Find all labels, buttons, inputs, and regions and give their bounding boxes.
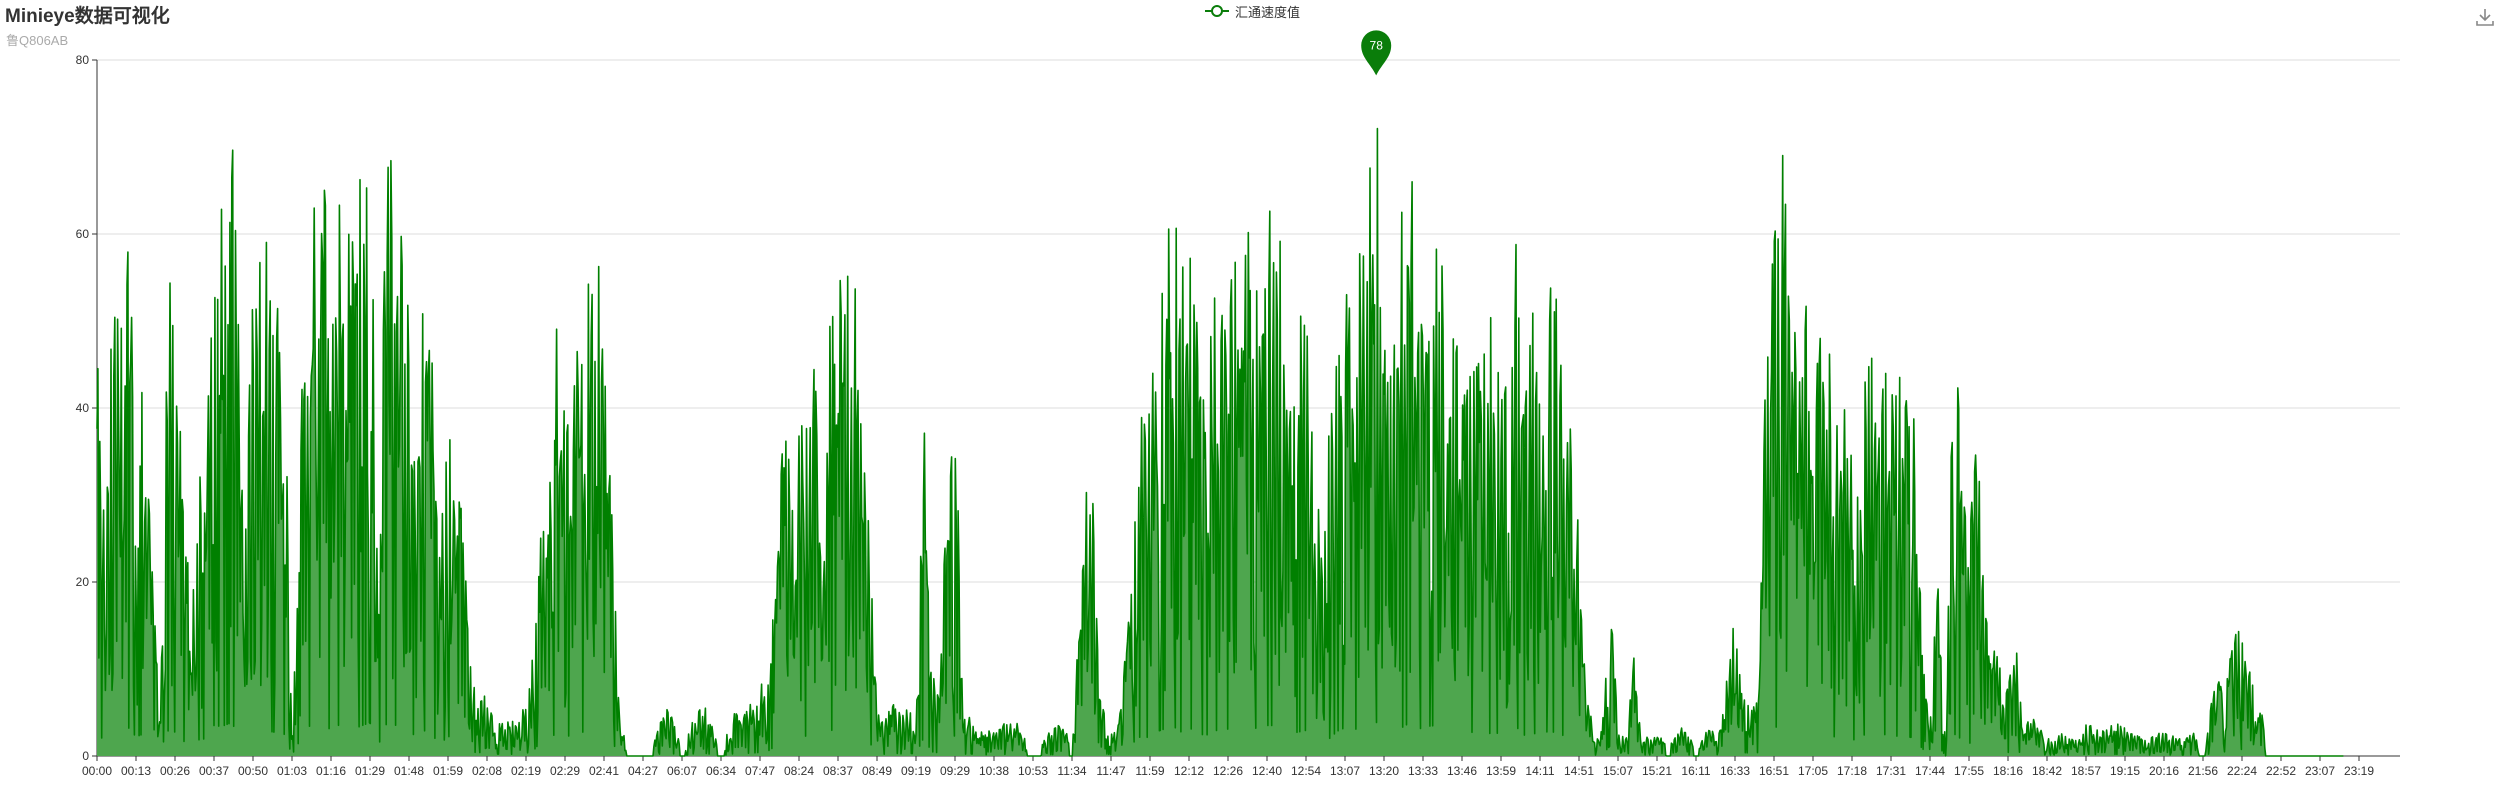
x-tick-label: 04:27 bbox=[628, 764, 658, 778]
x-tick-label: 16:11 bbox=[1681, 764, 1710, 778]
x-tick-label: 17:44 bbox=[1915, 764, 1945, 778]
max-marker-pin bbox=[1361, 30, 1392, 76]
x-tick-label: 13:46 bbox=[1447, 764, 1477, 778]
x-tick-label: 14:11 bbox=[1525, 764, 1554, 778]
x-tick-label: 02:29 bbox=[550, 764, 580, 778]
x-tick-label: 02:08 bbox=[472, 764, 502, 778]
x-tick-label: 21:56 bbox=[2188, 764, 2218, 778]
x-tick-label: 13:33 bbox=[1408, 764, 1438, 778]
legend-item-speed[interactable]: 汇通速度值 bbox=[1205, 2, 1300, 20]
x-tick-label: 23:07 bbox=[2305, 764, 2335, 778]
x-tick-label: 13:59 bbox=[1486, 764, 1516, 778]
x-tick-label: 00:37 bbox=[199, 764, 229, 778]
x-tick-label: 13:07 bbox=[1330, 764, 1360, 778]
x-tick-label: 17:18 bbox=[1837, 764, 1867, 778]
max-marker-label: 78 bbox=[1370, 38, 1384, 52]
x-tick-label: 07:47 bbox=[745, 764, 775, 778]
x-tick-label: 12:12 bbox=[1174, 764, 1204, 778]
x-tick-label: 08:24 bbox=[784, 764, 814, 778]
x-tick-label: 00:26 bbox=[160, 764, 190, 778]
y-axis: 0 20 40 60 80 bbox=[76, 53, 98, 763]
y-tick-label: 0 bbox=[82, 749, 89, 763]
y-tick-label: 80 bbox=[76, 53, 90, 67]
x-tick-label: 12:26 bbox=[1213, 764, 1243, 778]
x-tick-label: 17:05 bbox=[1798, 764, 1828, 778]
x-tick-label: 14:51 bbox=[1564, 764, 1594, 778]
y-tick-label: 20 bbox=[76, 575, 90, 589]
y-tick-label: 40 bbox=[76, 401, 90, 415]
x-tick-label: 10:38 bbox=[979, 764, 1009, 778]
chart-subtitle: 鲁Q806AB bbox=[6, 33, 69, 48]
x-tick-label: 02:41 bbox=[589, 764, 619, 778]
legend-line-circle-icon bbox=[1205, 5, 1229, 17]
x-tick-label: 00:50 bbox=[238, 764, 268, 778]
x-tick-label: 18:16 bbox=[1993, 764, 2023, 778]
x-tick-label: 06:34 bbox=[706, 764, 736, 778]
x-tick-label: 11:59 bbox=[1135, 764, 1164, 778]
x-tick-label: 20:16 bbox=[2149, 764, 2179, 778]
x-tick-label: 22:24 bbox=[2227, 764, 2257, 778]
series-speed[interactable] bbox=[96, 127, 2344, 757]
max-value-marker: 78 bbox=[1361, 30, 1392, 76]
x-tick-label: 19:15 bbox=[2110, 764, 2140, 778]
y-tick-label: 60 bbox=[76, 227, 90, 241]
x-tick-label: 15:07 bbox=[1603, 764, 1633, 778]
x-tick-label: 23:19 bbox=[2344, 764, 2374, 778]
x-tick-label: 09:19 bbox=[901, 764, 931, 778]
x-tick-label: 01:03 bbox=[277, 764, 307, 778]
x-tick-label: 18:42 bbox=[2032, 764, 2062, 778]
x-tick-label: 00:13 bbox=[121, 764, 151, 778]
legend-label: 汇通速度值 bbox=[1235, 4, 1301, 20]
x-tick-label: 17:31 bbox=[1876, 764, 1906, 778]
x-axis: 00:00 00:13 00:26 00:37 00:50 01:03 01:16 01:29… bbox=[82, 755, 2400, 778]
x-tick-label: 02:19 bbox=[511, 764, 541, 778]
x-tick-label: 01:16 bbox=[316, 764, 346, 778]
x-tick-label: 01:48 bbox=[394, 764, 424, 778]
download-icon[interactable] bbox=[2474, 6, 2496, 28]
x-tick-label: 13:20 bbox=[1369, 764, 1399, 778]
x-tick-label: 22:52 bbox=[2266, 764, 2296, 778]
x-tick-label: 11:47 bbox=[1096, 764, 1125, 778]
x-tick-label: 11:34 bbox=[1057, 764, 1086, 778]
x-tick-label: 09:29 bbox=[940, 764, 970, 778]
chart-title: Minieye数据可视化 bbox=[5, 6, 170, 27]
x-tick-label: 15:21 bbox=[1642, 764, 1672, 778]
x-tick-label: 08:49 bbox=[862, 764, 892, 778]
x-tick-label: 12:54 bbox=[1291, 764, 1321, 778]
x-tick-label: 01:29 bbox=[355, 764, 385, 778]
x-tick-label: 10:53 bbox=[1018, 764, 1048, 778]
x-tick-label: 16:51 bbox=[1759, 764, 1789, 778]
x-tick-label: 01:59 bbox=[433, 764, 463, 778]
x-tick-label: 06:07 bbox=[667, 764, 697, 778]
x-tick-label: 17:55 bbox=[1954, 764, 1984, 778]
series-line bbox=[96, 127, 2344, 757]
x-tick-label: 00:00 bbox=[82, 764, 112, 778]
x-tick-label: 12:40 bbox=[1252, 764, 1282, 778]
x-tick-label: 18:57 bbox=[2071, 764, 2101, 778]
x-tick-label: 16:33 bbox=[1720, 764, 1750, 778]
x-tick-label: 08:37 bbox=[823, 764, 853, 778]
